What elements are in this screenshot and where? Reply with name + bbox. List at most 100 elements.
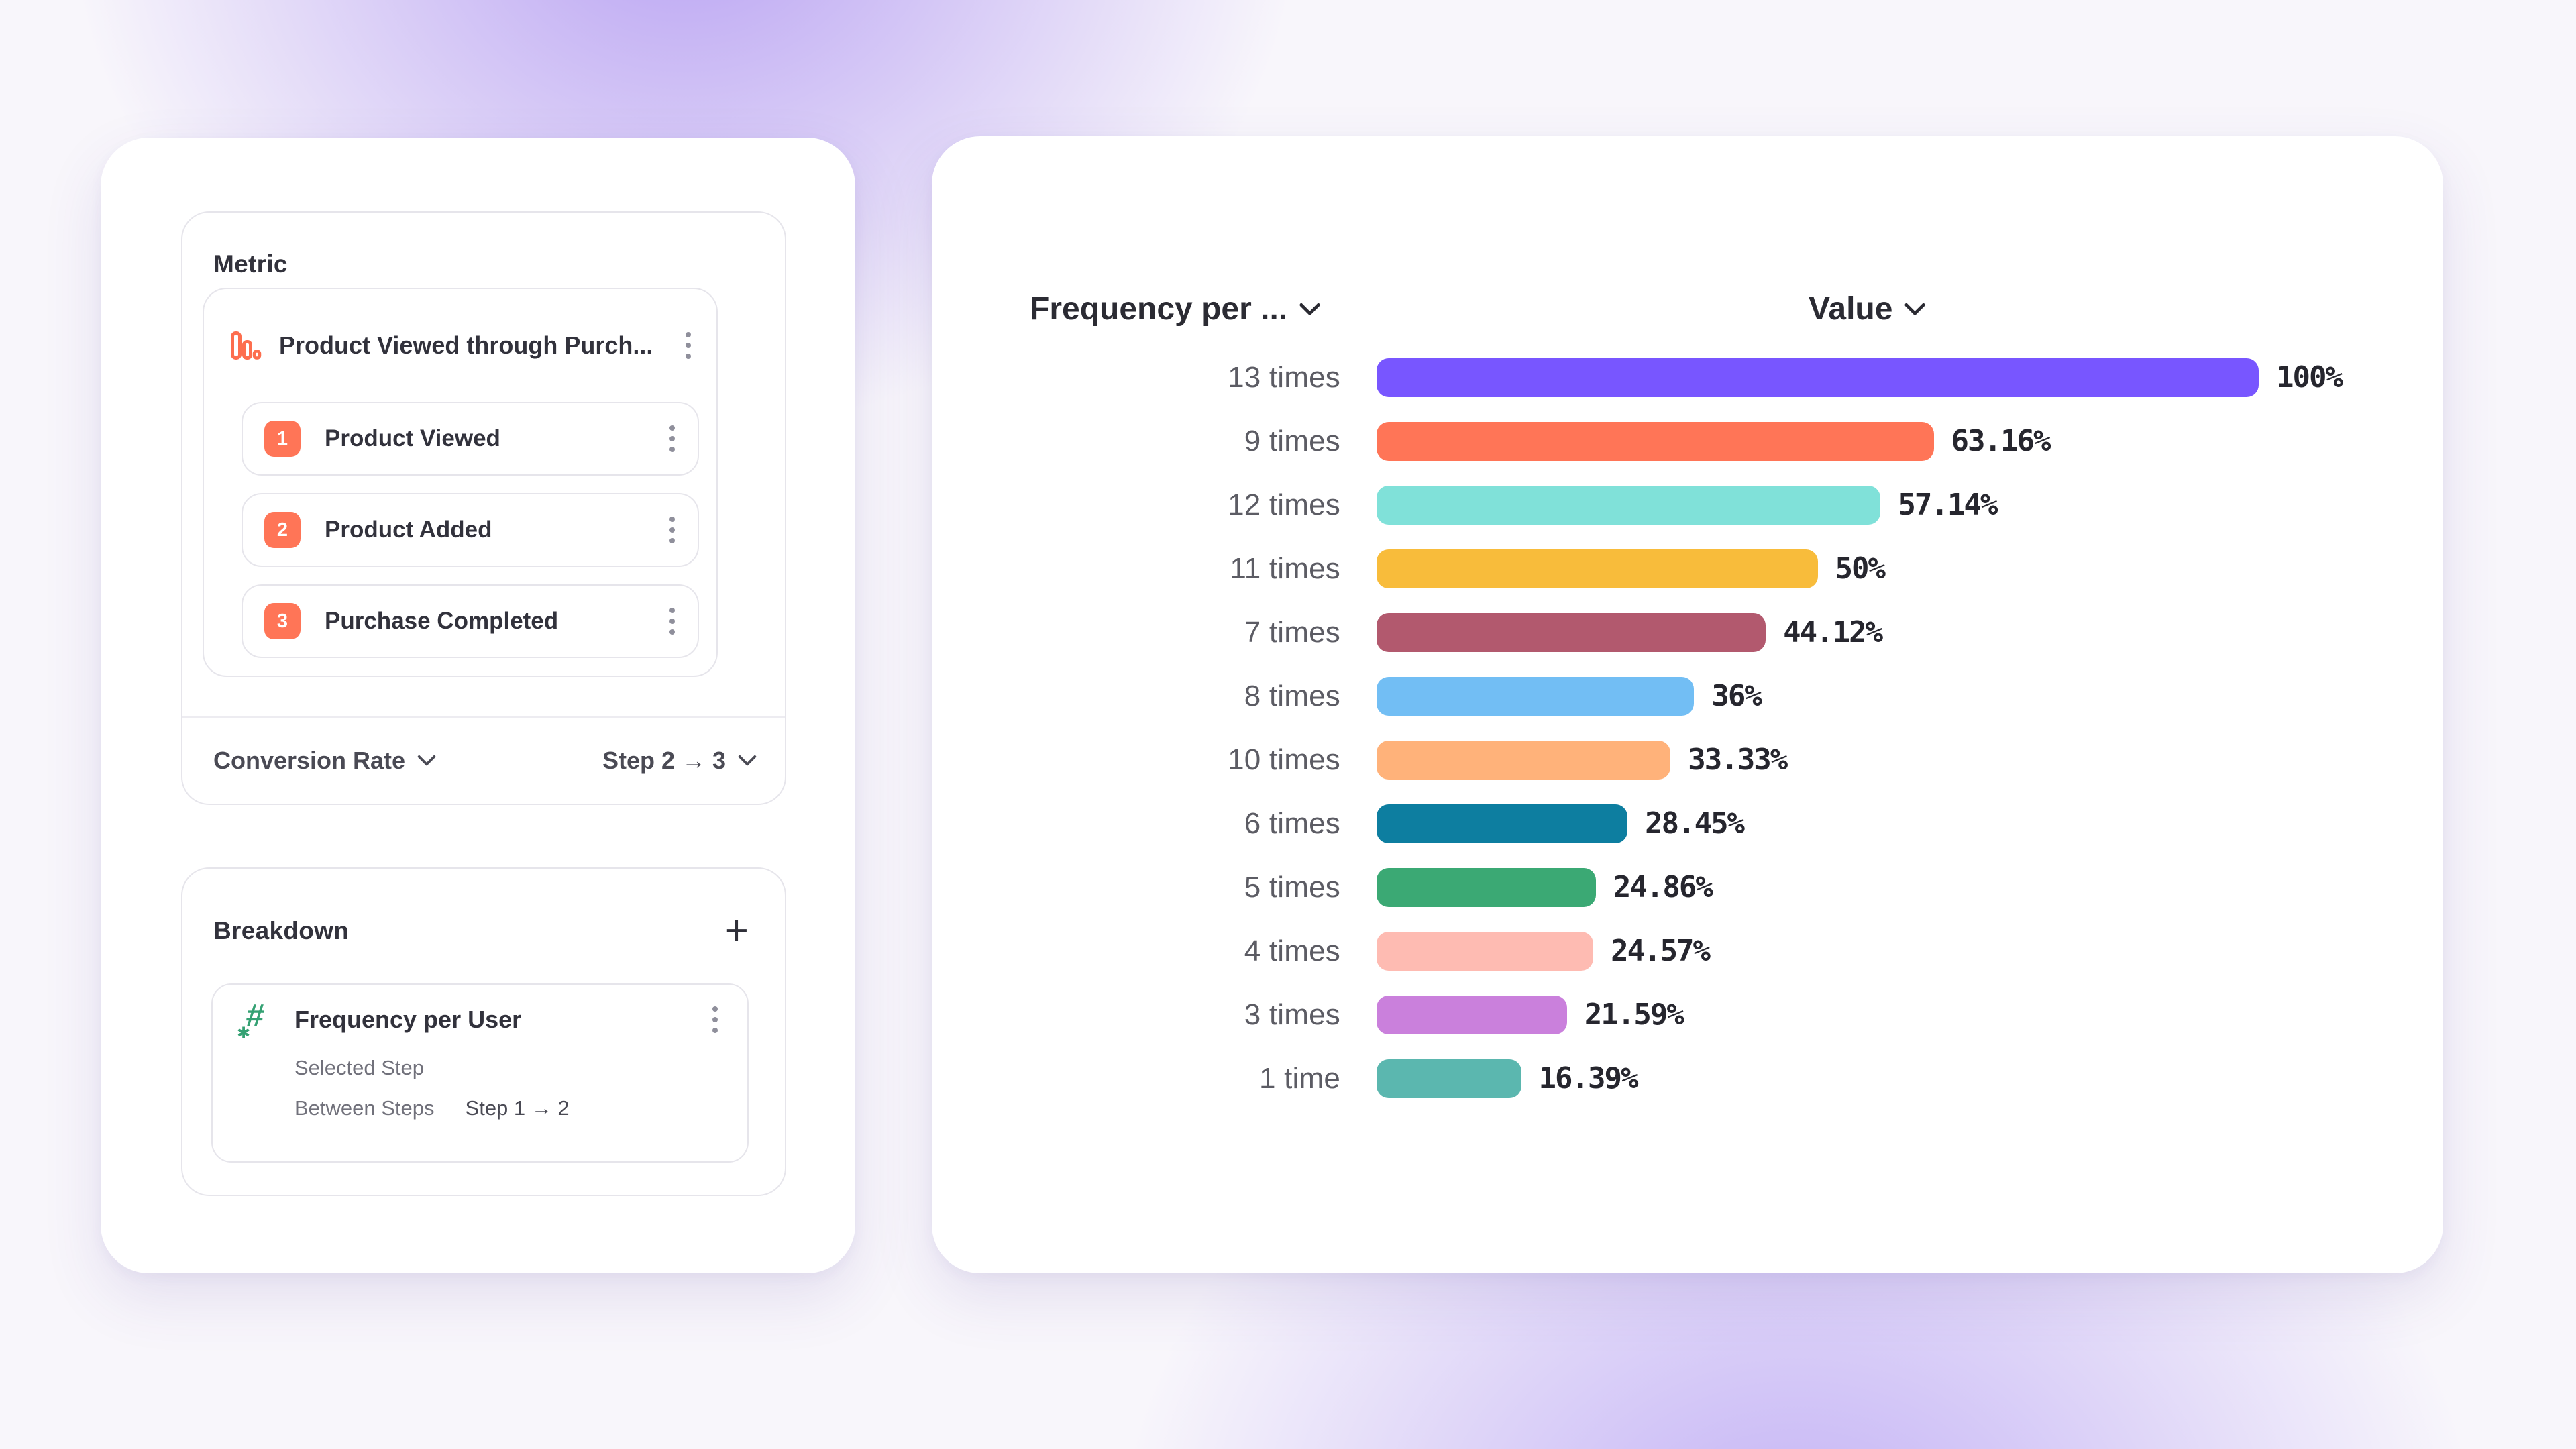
bar[interactable] — [1377, 421, 1934, 461]
metric-title: Metric — [213, 250, 288, 278]
kebab-menu-icon[interactable] — [664, 420, 680, 458]
chevron-down-icon — [1904, 293, 1927, 316]
bar-value: 16.39% — [1538, 1061, 1639, 1095]
bar-label: 8 times — [1244, 679, 1340, 712]
kebab-menu-icon[interactable] — [680, 327, 696, 364]
between-steps-row: Between Steps Step 1 → 2 — [239, 1096, 723, 1120]
chart-row: 8 times 36% — [1030, 664, 2342, 728]
step-number-badge: 3 — [264, 603, 301, 639]
bar-value: 33.33% — [1688, 743, 1788, 777]
funnel-group: Product Viewed through Purch... 1 Product… — [203, 288, 718, 677]
bar[interactable] — [1377, 358, 2259, 397]
between-steps-label: Between Steps — [294, 1096, 435, 1120]
between-steps-value: Step 1 → 2 — [465, 1096, 570, 1120]
funnel-step-row[interactable]: 2 Product Added — [241, 493, 699, 567]
bar-label: 11 times — [1230, 551, 1340, 585]
bar-value: 28.45% — [1645, 806, 1745, 841]
step-number-badge: 1 — [264, 421, 301, 457]
chart-row: 4 times 24.57% — [1030, 919, 2342, 983]
query-builder-card: Metric Product Viewed through Purch... 1… — [101, 138, 855, 1273]
bar[interactable] — [1377, 612, 1766, 652]
bar[interactable] — [1377, 804, 1628, 843]
chart-card: Frequency per ... Value 13 times 100% 9 ti… — [932, 136, 2443, 1273]
step-label: Purchase Completed — [325, 608, 559, 634]
bar[interactable] — [1377, 1059, 1521, 1098]
chart-row: 11 times 50% — [1030, 537, 2342, 600]
breakdown-title: Breakdown — [213, 917, 350, 945]
bar-label: 4 times — [1244, 934, 1340, 967]
bar-value: 24.86% — [1613, 870, 1713, 904]
breakdown-item-name: Frequency per User — [294, 1006, 522, 1033]
bar-value: 44.12% — [1783, 615, 1883, 649]
bar-value: 21.59% — [1584, 998, 1684, 1032]
kebab-menu-icon[interactable] — [707, 1001, 723, 1038]
bar-label: 5 times — [1244, 870, 1340, 904]
chart-row: 10 times 33.33% — [1030, 728, 2342, 792]
numeric-property-icon: # ✱ — [237, 998, 266, 1042]
funnel-event-name: Product Viewed through Purch... — [279, 331, 653, 359]
chart-row: 7 times 44.12% — [1030, 600, 2342, 664]
chart-row: 13 times 100% — [1030, 345, 2343, 409]
selected-step-label: Selected Step — [294, 1056, 425, 1079]
kebab-menu-icon[interactable] — [664, 602, 680, 640]
step-label: Product Viewed — [325, 425, 500, 451]
funnel-event-row[interactable]: Product Viewed through Purch... — [204, 289, 716, 402]
value-column-header[interactable]: Value — [1809, 288, 1927, 329]
breakdown-item[interactable]: # ✱ Frequency per User Selected Step Bet… — [211, 983, 749, 1163]
step-range-label: Step 2 → 3 — [602, 747, 726, 774]
chart-row: 9 times 63.16% — [1030, 409, 2342, 473]
chevron-down-icon — [417, 747, 437, 767]
funnel-step-row[interactable]: 3 Purchase Completed — [241, 584, 699, 658]
breakdown-item-title-row: # ✱ Frequency per User — [237, 998, 723, 1042]
bar[interactable] — [1377, 867, 1596, 907]
step-range-dropdown[interactable]: Step 2 → 3 — [602, 747, 757, 775]
funnel-steps-list: 1 Product Viewed 2 Product Added 3 Purchase C… — [241, 402, 699, 658]
bar-value: 100% — [2276, 360, 2343, 394]
funnel-metric-icon — [231, 331, 262, 360]
bar-value: 57.14% — [1898, 488, 1998, 522]
bar-label: 9 times — [1244, 424, 1340, 458]
bar-label: 1 time — [1258, 1061, 1340, 1095]
step-number-badge: 2 — [264, 512, 301, 548]
conversion-rate-dropdown[interactable]: Conversion Rate — [213, 747, 437, 775]
bar-label: 7 times — [1244, 615, 1340, 649]
chart-row: 1 time 16.39% — [1030, 1046, 2342, 1110]
metric-panel: Metric Product Viewed through Purch... 1… — [181, 211, 786, 805]
value-header-label: Value — [1809, 290, 1893, 327]
bar-value: 24.57% — [1611, 934, 1711, 968]
breakdown-header: Breakdown + — [213, 908, 749, 954]
metric-footer: Conversion Rate Step 2 → 3 — [182, 716, 785, 804]
bar-chart: 13 times 100% 9 times 63.16% 12 times 57.14% 1… — [1030, 345, 2343, 1110]
selected-step-row: Selected Step — [239, 1056, 723, 1080]
plus-icon: + — [724, 908, 749, 954]
bar[interactable] — [1377, 485, 1881, 525]
bar-label: 13 times — [1228, 360, 1340, 394]
conversion-rate-label: Conversion Rate — [213, 747, 406, 774]
bar-label: 10 times — [1228, 743, 1340, 776]
bar[interactable] — [1377, 549, 1818, 588]
bar[interactable] — [1377, 931, 1594, 971]
bar[interactable] — [1377, 676, 1695, 716]
category-header-label: Frequency per ... — [1030, 290, 1288, 327]
category-column-header[interactable]: Frequency per ... — [1030, 288, 1321, 329]
bar-label: 12 times — [1228, 488, 1340, 521]
chevron-down-icon — [737, 747, 757, 767]
add-breakdown-button[interactable]: + — [724, 908, 749, 954]
chart-row: 3 times 21.59% — [1030, 983, 2342, 1046]
chart-row: 6 times 28.45% — [1030, 792, 2342, 855]
bar[interactable] — [1377, 740, 1671, 780]
chevron-down-icon — [1299, 293, 1321, 316]
kebab-menu-icon[interactable] — [664, 511, 680, 549]
bar-label: 3 times — [1244, 998, 1340, 1031]
funnel-step-row[interactable]: 1 Product Viewed — [241, 402, 699, 476]
bar-value: 36% — [1711, 679, 1762, 713]
bar-value: 63.16% — [1951, 424, 2051, 458]
chart-row: 12 times 57.14% — [1030, 473, 2342, 537]
bar[interactable] — [1377, 995, 1567, 1034]
chart-row: 5 times 24.86% — [1030, 855, 2342, 919]
bar-value: 50% — [1835, 551, 1886, 586]
breakdown-panel: Breakdown + # ✱ Frequency per User Selec… — [181, 867, 786, 1196]
bar-label: 6 times — [1244, 806, 1340, 840]
step-label: Product Added — [325, 517, 492, 543]
